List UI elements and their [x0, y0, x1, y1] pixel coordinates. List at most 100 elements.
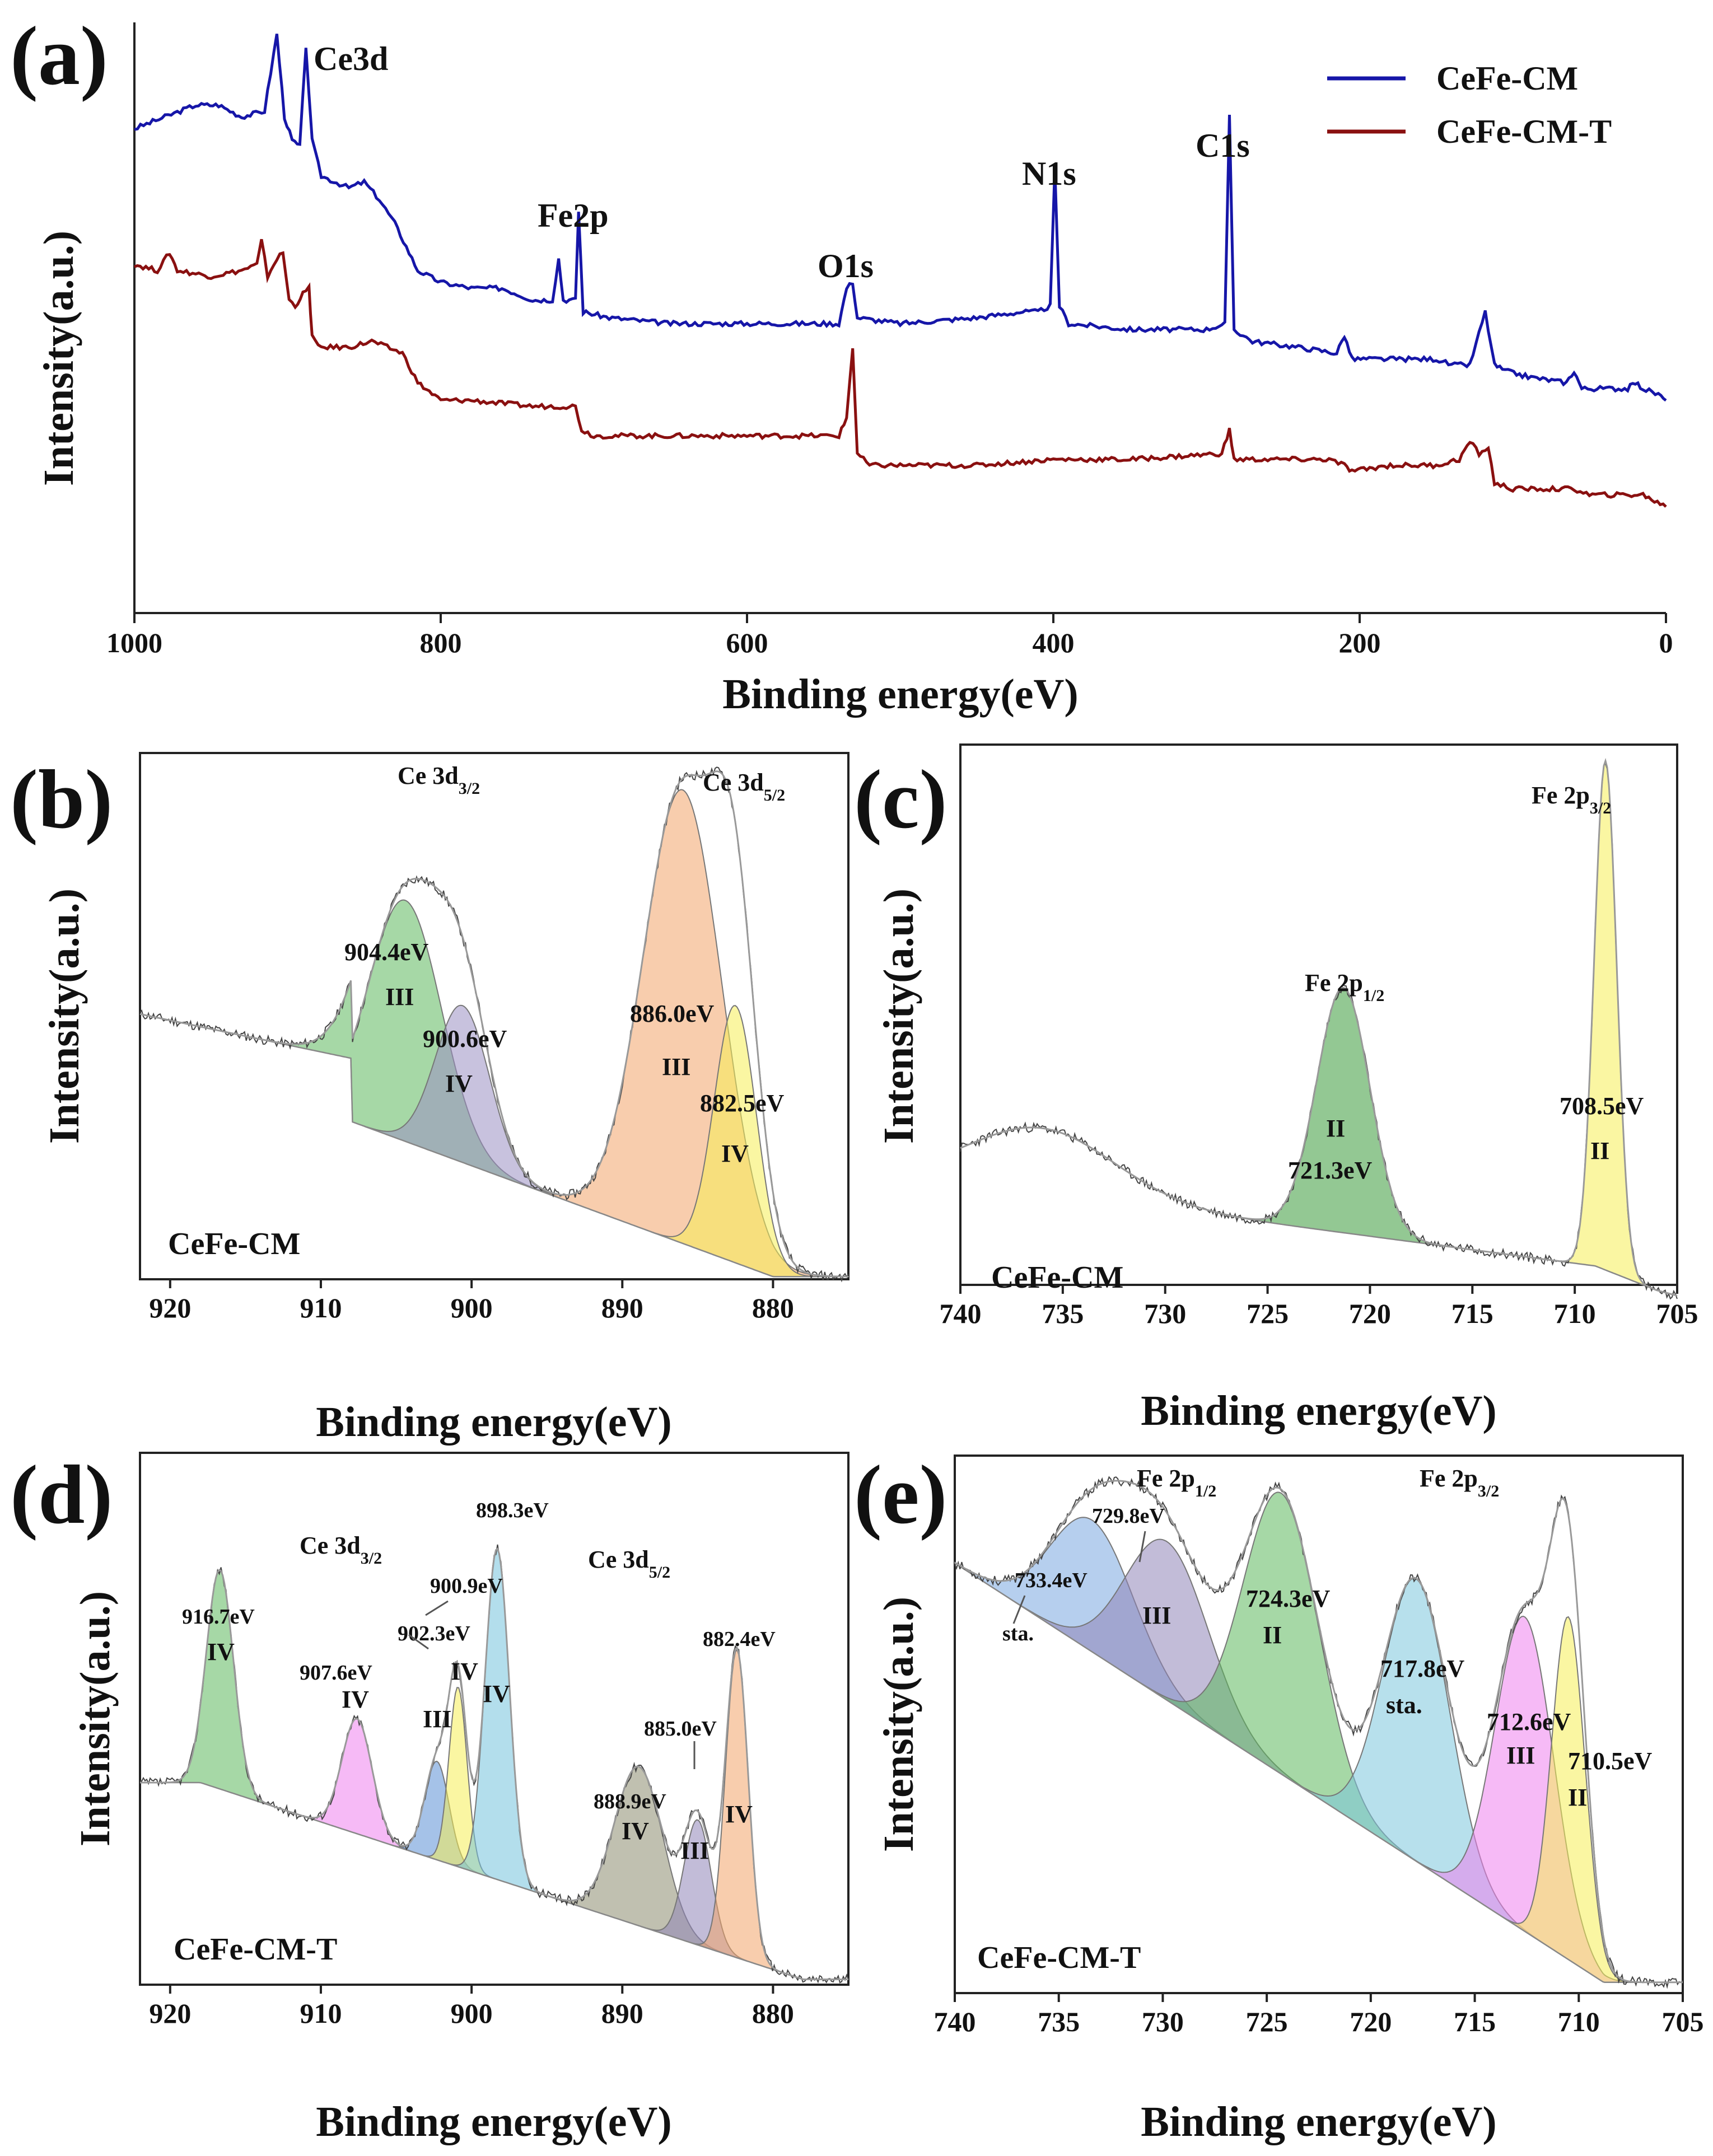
x-tick-label: 740 [934, 2006, 976, 2037]
panel-e-region-2: Fe 2p3/2 [1420, 1465, 1499, 1500]
x-tick-label: 720 [1349, 1298, 1391, 1329]
panel-c-frame [959, 743, 1678, 1286]
panel-c-state-label: II [1326, 1115, 1345, 1142]
panel-b-frame [139, 752, 850, 1280]
panel-e-plot [954, 1476, 1683, 1989]
peak-area [507, 789, 849, 1278]
panel-e-peak-label: 733.4eV [1015, 1569, 1087, 1592]
panel-d-peak-label: 902.3eV [398, 1622, 470, 1645]
x-tick-label: 900 [451, 1998, 493, 2029]
panel-b-state-label: III [662, 1053, 690, 1081]
panel-a-ylabel: Intensity(a.u.) [35, 231, 82, 486]
panel-d-peak-label: 898.3eV [476, 1499, 549, 1522]
x-tick-label: 725 [1246, 2006, 1288, 2037]
fit-envelope [139, 770, 848, 1278]
panel-d-ylabel: Intensity(a.u.) [72, 1591, 119, 1846]
c1s-annotation: C1s [1196, 127, 1250, 164]
panel-e-sample: CeFe-CM-T [977, 1940, 1141, 1975]
panel-e: (e) 740 735 730 725 720 715 710 705 Binding ene… [854, 1448, 1704, 2145]
panel-d-state-label: IV [483, 1680, 510, 1708]
panel-e-arrows [1012, 1531, 1146, 1624]
panel-d: (d) 920 910 900 890 880 Binding energy(eV) I… [10, 1448, 850, 2145]
background-line [954, 1562, 1683, 1984]
panel-c-peak-label: 721.3eV [1288, 1157, 1373, 1184]
x-tick-label: 725 [1247, 1298, 1289, 1329]
panel-d-state-label: IV [207, 1638, 235, 1666]
panel-c: (c) 740 735 730 725 720 715 710 705 Binding ene… [854, 743, 1698, 1434]
series-line-cefe-cm [134, 34, 1667, 402]
x-tick-label: 735 [1038, 2006, 1080, 2037]
x-tick-label: 705 [1662, 2006, 1704, 2037]
panel-d-frame [139, 1452, 850, 1986]
panel-d-peak-label: 907.6eV [300, 1661, 372, 1685]
x-tick-label: 715 [1451, 1298, 1493, 1329]
panel-d-arrows [408, 1600, 696, 1769]
panel-e-frame [954, 1455, 1684, 1994]
x-tick-label: 200 [1339, 627, 1381, 658]
fit-envelope [954, 1480, 1683, 1984]
panel-c-xlabel: Binding energy(eV) [1141, 1387, 1496, 1434]
panel-a-axes [133, 22, 1666, 614]
panel-c-ticks: 740 735 730 725 720 715 710 705 [940, 1285, 1698, 1329]
x-tick-label: 920 [149, 1998, 191, 2029]
peak-area [290, 1718, 424, 1856]
fit-envelope [140, 1547, 848, 1980]
panel-e-state-label: III [1506, 1742, 1535, 1769]
x-tick-label: 880 [752, 1998, 794, 2029]
panel-c-peak-label: 708.5eV [1560, 1092, 1644, 1120]
x-tick-label: 730 [1142, 2006, 1184, 2037]
x-tick-label: 730 [1144, 1298, 1186, 1329]
panel-b-sample: CeFe-CM [168, 1227, 300, 1261]
panel-a-legend: CeFe-CM CeFe-CM-T [1327, 60, 1612, 150]
panel-a-lines [134, 34, 1667, 508]
panel-d-peak-label: 900.9eV [430, 1574, 503, 1598]
panel-c-ylabel: Intensity(a.u.) [875, 888, 922, 1144]
panel-c-region-2: Fe 2p3/2 [1532, 782, 1611, 817]
x-tick-label: 1000 [106, 627, 162, 658]
panel-c-plot [960, 757, 1678, 1300]
panel-b-plot [139, 766, 849, 1283]
panel-d-state-label: IV [451, 1658, 478, 1685]
panel-e-state-label: sta. [1002, 1622, 1034, 1645]
panel-d-xlabel: Binding energy(eV) [316, 2098, 671, 2145]
panel-b-ylabel: Intensity(a.u.) [41, 888, 88, 1144]
panel-b-state-label: III [385, 983, 414, 1011]
panel-d-state-label: IV [725, 1800, 753, 1828]
panel-d-state-label: III [680, 1837, 709, 1864]
panel-b-state-label: IV [721, 1140, 749, 1167]
panel-e-region-1: Fe 2p1/2 [1137, 1465, 1216, 1500]
x-tick-label: 900 [451, 1292, 493, 1323]
panel-d-peak-label: 916.7eV [182, 1605, 255, 1629]
x-tick-label: 715 [1454, 2006, 1496, 2037]
panel-b-region-1: Ce 3d3/2 [398, 762, 480, 798]
x-tick-label: 800 [420, 627, 462, 658]
panel-a-label: (a) [10, 10, 108, 102]
panel-d-region-1: Ce 3d3/2 [300, 1532, 382, 1568]
panel-d-peak-label: 885.0eV [644, 1717, 717, 1741]
panel-e-peak-label: 712.6eV [1487, 1708, 1571, 1736]
series-line-cefe-cm-t [134, 238, 1667, 508]
arrow [425, 1600, 449, 1616]
fe2p-annotation: Fe2p [538, 197, 609, 234]
x-tick-label: 400 [1033, 627, 1075, 658]
panel-c-sample: CeFe-CM [991, 1260, 1123, 1295]
panel-e-state-label: II [1263, 1621, 1282, 1649]
x-tick-label: 910 [300, 1292, 342, 1323]
panel-a-xlabel: Binding energy(eV) [722, 671, 1078, 718]
panel-d-peak-label: 882.4eV [703, 1627, 776, 1651]
panel-e-label: (e) [854, 1448, 947, 1541]
panel-d-state-label: III [423, 1705, 451, 1733]
panel-d-state-label: IV [622, 1817, 649, 1845]
panel-d-state-label: IV [342, 1686, 369, 1713]
panel-e-peak-label: 710.5eV [1568, 1747, 1653, 1775]
panel-b-state-label: IV [445, 1070, 473, 1097]
panel-a-ticks: 1000 800 600 400 200 0 [106, 613, 1673, 658]
panel-e-peak-label: 729.8eV [1092, 1504, 1165, 1528]
ce3d-annotation: Ce3d [314, 40, 388, 77]
x-tick-label: 600 [726, 627, 768, 658]
panel-e-ylabel: Intensity(a.u.) [875, 1597, 922, 1852]
panel-e-state-label: II [1568, 1784, 1587, 1811]
arrow [1138, 1531, 1146, 1563]
panel-e-peak-label: 724.3eV [1246, 1585, 1331, 1612]
